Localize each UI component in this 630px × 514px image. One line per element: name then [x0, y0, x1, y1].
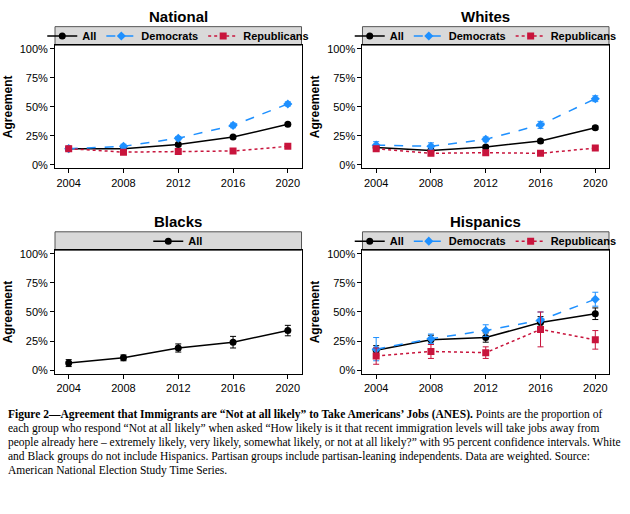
svg-text:All: All — [188, 235, 202, 247]
svg-text:75%: 75% — [26, 72, 48, 84]
svg-text:2004: 2004 — [56, 177, 80, 189]
svg-text:25%: 25% — [333, 335, 355, 347]
svg-text:0%: 0% — [32, 159, 48, 171]
svg-text:50%: 50% — [26, 306, 48, 318]
svg-text:Agreement: Agreement — [308, 281, 322, 344]
svg-text:Democrats: Democrats — [449, 235, 506, 247]
svg-text:National: National — [149, 8, 208, 25]
svg-text:2016: 2016 — [528, 382, 552, 394]
svg-text:100%: 100% — [327, 248, 355, 260]
svg-text:2012: 2012 — [473, 382, 497, 394]
svg-text:Agreement: Agreement — [308, 76, 322, 139]
svg-text:All: All — [82, 30, 96, 42]
svg-text:25%: 25% — [26, 335, 48, 347]
svg-text:25%: 25% — [26, 130, 48, 142]
svg-text:2008: 2008 — [419, 382, 443, 394]
svg-text:100%: 100% — [327, 43, 355, 55]
svg-text:50%: 50% — [26, 101, 48, 113]
svg-text:25%: 25% — [333, 130, 355, 142]
svg-text:0%: 0% — [339, 159, 355, 171]
svg-text:75%: 75% — [333, 72, 355, 84]
svg-text:2008: 2008 — [111, 177, 135, 189]
svg-text:2012: 2012 — [473, 177, 497, 189]
svg-text:2004: 2004 — [56, 382, 80, 394]
svg-text:2012: 2012 — [166, 177, 190, 189]
svg-text:Agreement: Agreement — [1, 281, 15, 344]
svg-text:75%: 75% — [333, 277, 355, 289]
svg-text:All: All — [390, 235, 404, 247]
svg-text:50%: 50% — [333, 101, 355, 113]
svg-text:2016: 2016 — [221, 177, 245, 189]
svg-text:2004: 2004 — [364, 382, 388, 394]
svg-text:50%: 50% — [333, 306, 355, 318]
svg-text:Hispanics: Hispanics — [450, 213, 521, 230]
svg-text:Democrats: Democrats — [449, 30, 506, 42]
svg-text:2020: 2020 — [276, 177, 300, 189]
svg-text:2016: 2016 — [528, 177, 552, 189]
svg-text:Whites: Whites — [461, 8, 510, 25]
svg-text:0%: 0% — [32, 364, 48, 376]
svg-text:Republicans: Republicans — [243, 30, 308, 42]
svg-text:2020: 2020 — [583, 177, 607, 189]
svg-text:Blacks: Blacks — [154, 213, 202, 230]
svg-text:75%: 75% — [26, 277, 48, 289]
svg-text:Agreement: Agreement — [1, 76, 15, 139]
svg-text:All: All — [390, 30, 404, 42]
svg-text:100%: 100% — [20, 43, 48, 55]
svg-text:2020: 2020 — [583, 382, 607, 394]
svg-text:2004: 2004 — [364, 177, 388, 189]
svg-text:0%: 0% — [339, 364, 355, 376]
svg-text:2020: 2020 — [276, 382, 300, 394]
svg-text:2016: 2016 — [221, 382, 245, 394]
svg-text:Democrats: Democrats — [141, 30, 198, 42]
svg-text:2008: 2008 — [111, 382, 135, 394]
svg-text:100%: 100% — [20, 248, 48, 260]
svg-text:2008: 2008 — [419, 177, 443, 189]
svg-text:2012: 2012 — [166, 382, 190, 394]
html-text:Figure 2—Agreement that Immigr: Figure 2—Agreement that Immigrants are “… — [8, 408, 621, 476]
svg-text:Republicans: Republicans — [551, 235, 616, 247]
svg-text:Republicans: Republicans — [551, 30, 616, 42]
